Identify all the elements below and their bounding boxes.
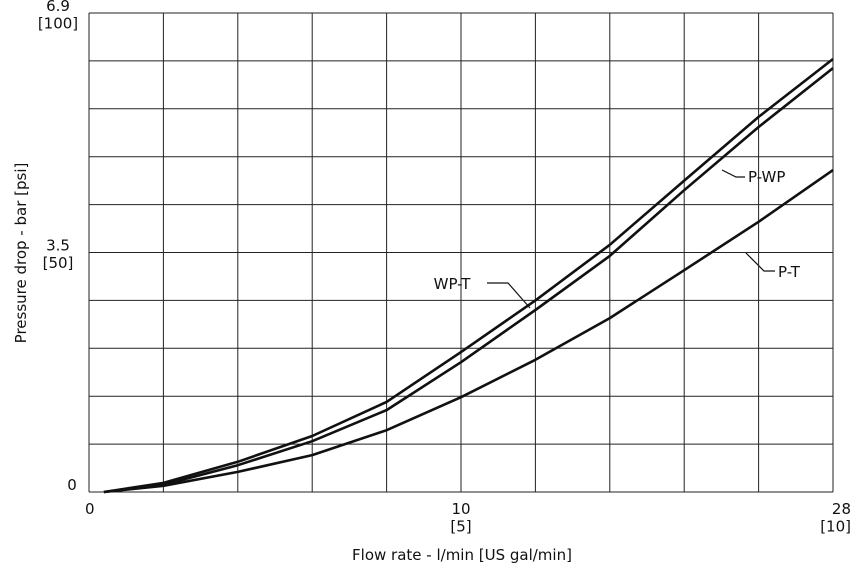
- x-tick-label: 0: [85, 500, 95, 518]
- series-label: P-WP: [748, 168, 785, 186]
- x-axis-label: Flow rate - l/min [US gal/min]: [352, 546, 572, 564]
- y-tick-label: 0: [67, 476, 77, 494]
- series-label: P-T: [778, 263, 801, 281]
- curve: [103, 67, 834, 494]
- y-tick-label: 6.9 [100]: [38, 0, 78, 32]
- leader-line: [487, 282, 531, 309]
- y-axis-label: Pressure drop - bar [psi]: [12, 163, 30, 344]
- curve: [103, 57, 834, 494]
- x-tick-label: 28 [10]: [820, 500, 851, 535]
- leader-line: [745, 252, 775, 272]
- series-label: WP-T: [434, 275, 472, 293]
- leader-line: [721, 169, 745, 178]
- leaders: [487, 169, 775, 309]
- x-tick-label: 10 [5]: [450, 500, 471, 535]
- curve: [103, 169, 834, 494]
- y-tick-label: 3.5 [50]: [43, 237, 74, 272]
